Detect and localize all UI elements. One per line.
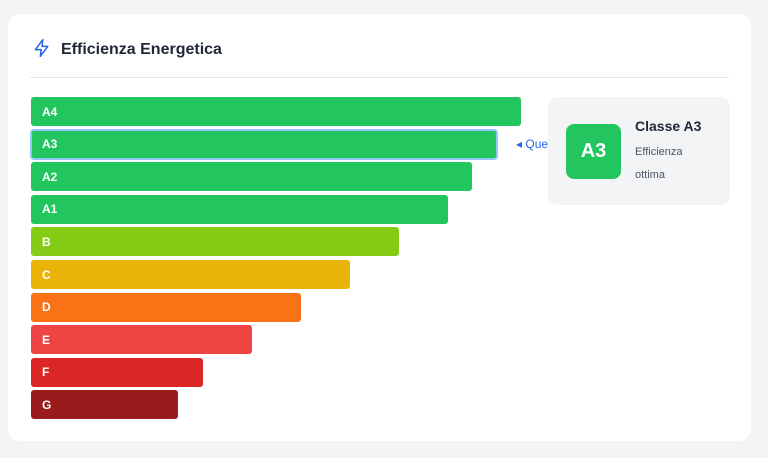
class-badge: A3 (566, 124, 621, 179)
lightning-icon (32, 38, 52, 63)
header-divider (30, 77, 729, 78)
energy-efficiency-card: Efficienza Energetica A4 A3 A2 A1 B C D E F G ◂ Q… (8, 14, 751, 441)
energy-class-bar-e: E (31, 325, 252, 355)
energy-class-bar-c: C (31, 260, 350, 289)
card-header: Efficienza Energetica (32, 38, 222, 62)
class-summary-panel: A3 Classe A3 Efficienza ottima (548, 97, 730, 205)
energy-class-bar-f: F (31, 357, 203, 387)
energy-class-bar-d: D (31, 292, 301, 322)
card-title: Efficienza Energetica (61, 41, 222, 58)
energy-class-bar-g: G (31, 390, 178, 420)
energy-class-bar-b: B (31, 227, 399, 257)
energy-class-bar-a2: A2 (31, 162, 472, 192)
class-summary-title: Classe A3 (635, 118, 702, 134)
energy-class-bar-a1: A1 (31, 194, 448, 224)
energy-class-bar-a4: A4 (31, 97, 521, 126)
class-summary-description: Efficienza ottima (635, 146, 683, 181)
energy-class-bar-a3: A3 (30, 128, 498, 160)
